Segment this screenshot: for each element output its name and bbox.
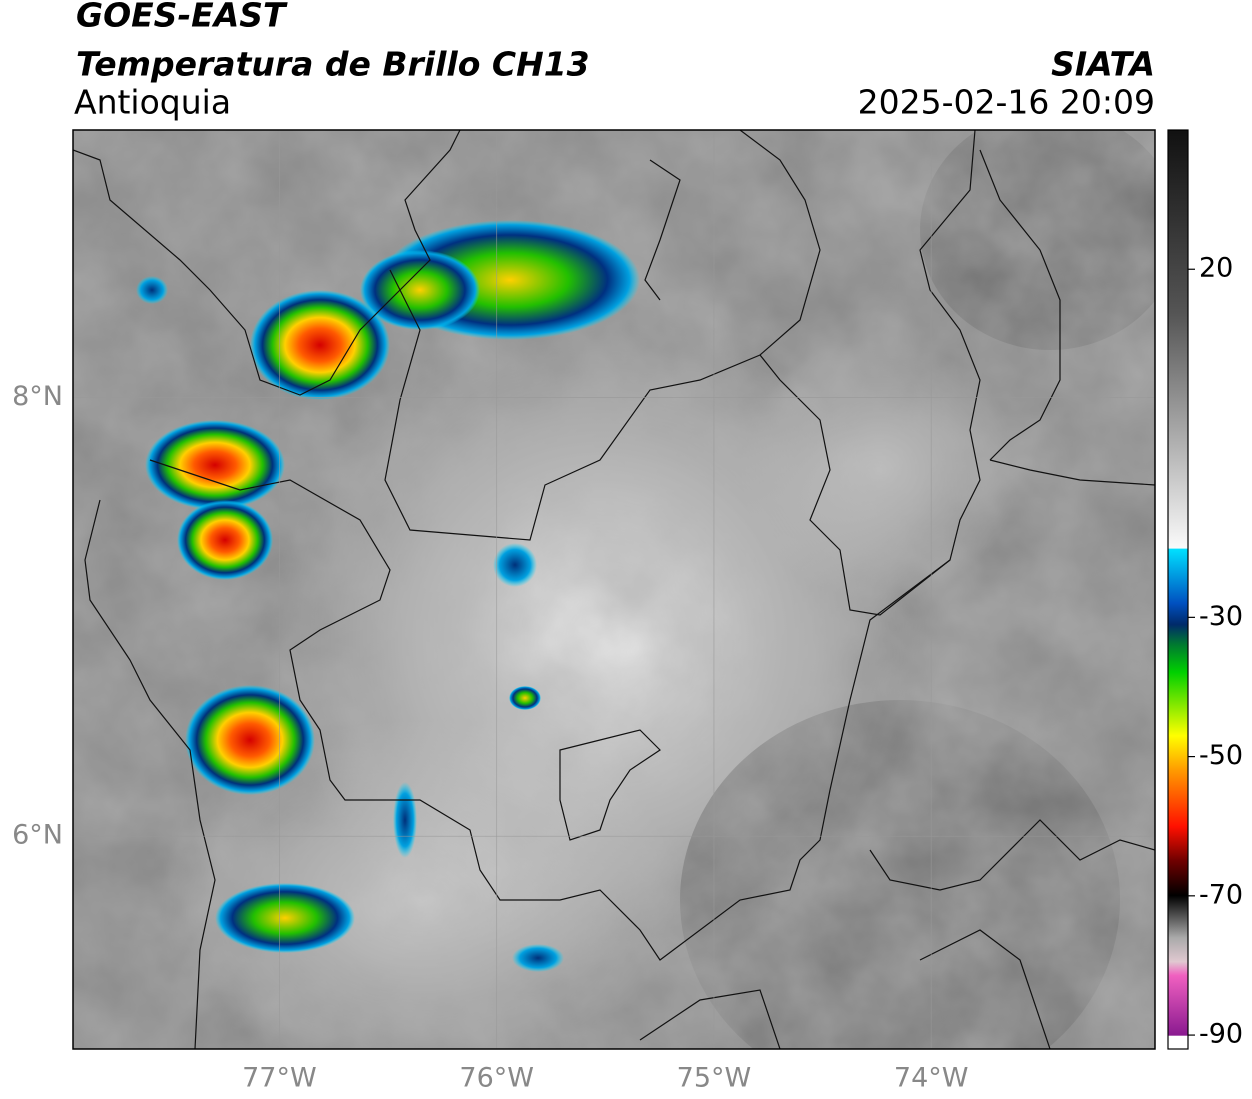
colorbar xyxy=(1167,129,1189,1050)
timestamp: 2025-02-16 20:09 xyxy=(858,83,1155,122)
x-tick-label: 76°W xyxy=(459,1063,534,1094)
colorbar-tick-label: -90 xyxy=(1199,1019,1243,1050)
source: SIATA xyxy=(1051,45,1155,84)
title: GOES-EAST xyxy=(76,0,288,35)
satellite-image xyxy=(73,130,1155,1049)
region: Antioquia xyxy=(74,83,231,122)
colorbar-tick-label: -30 xyxy=(1199,601,1243,632)
map-frame xyxy=(72,129,1156,1050)
x-tick-label: 75°W xyxy=(677,1063,752,1094)
colorbar-tick-label: 20 xyxy=(1199,253,1233,284)
colorbar-tick-label: -50 xyxy=(1199,740,1243,771)
subtitle: Temperatura de Brillo CH13 xyxy=(76,45,590,84)
grid xyxy=(73,130,1155,1049)
x-tick-label: 77°W xyxy=(242,1063,317,1094)
x-tick-label: 74°W xyxy=(894,1063,969,1094)
y-tick-label: 6°N xyxy=(12,820,63,851)
y-tick-label: 8°N xyxy=(12,381,63,412)
colorbar-tick-label: -70 xyxy=(1199,879,1243,910)
